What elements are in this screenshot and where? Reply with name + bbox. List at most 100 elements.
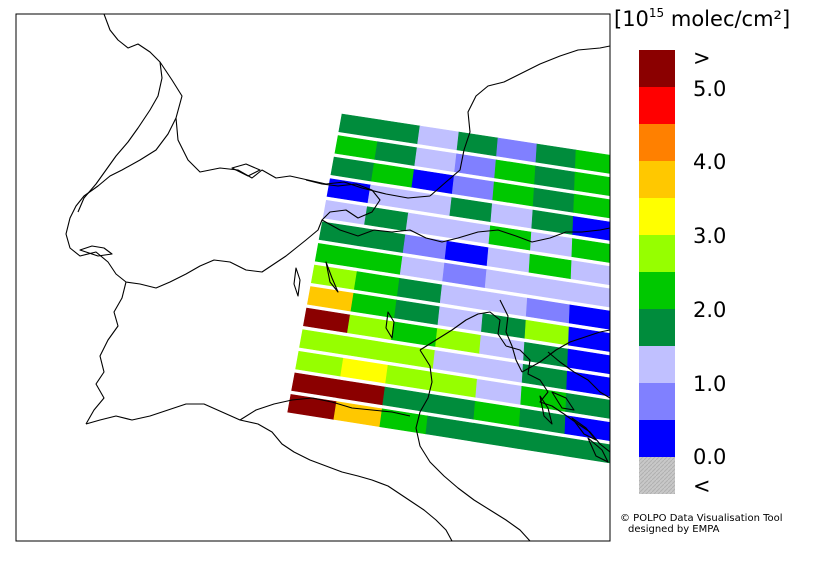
- swath-pixel: [417, 125, 460, 151]
- swath-pixel: [471, 422, 520, 449]
- lake-constance: [231, 163, 261, 177]
- swath-pixel: [451, 175, 495, 201]
- swath-pixel: [411, 169, 455, 194]
- colorbar-box: [639, 457, 675, 494]
- swath-pixel: [336, 379, 386, 406]
- credit-line-1: © POLPO Data Visualisation Tool: [620, 513, 783, 524]
- tick-label-2: 2.0: [693, 298, 727, 322]
- lake-como: [325, 261, 339, 293]
- swath-pixel: [377, 119, 421, 145]
- island-pag: [587, 437, 609, 463]
- lake-geneva: [79, 245, 113, 257]
- swath-pixel: [571, 238, 610, 263]
- border-emilia: [239, 397, 411, 421]
- swath-pixel: [574, 149, 610, 174]
- swath-pixel: [430, 371, 478, 398]
- island-rab: [571, 417, 597, 441]
- swath-pixel: [408, 190, 453, 216]
- swath-pixel: [394, 299, 441, 326]
- swath-pixel: [444, 240, 489, 267]
- swath-pixel: [333, 401, 383, 428]
- swath-pixel: [449, 197, 493, 223]
- swath-pixel: [517, 430, 566, 457]
- swath-pixel: [442, 262, 488, 288]
- swath-pixel: [437, 306, 484, 332]
- swath-pixel: [496, 137, 538, 163]
- swath-pixel: [310, 264, 358, 290]
- credit-line-2: designed by EMPA: [628, 524, 720, 535]
- colorbar-box: [639, 272, 675, 309]
- tick-label-below: <: [693, 474, 711, 498]
- border-germany-austria: [429, 45, 610, 197]
- swath-pixel: [374, 141, 418, 166]
- swath-pixel: [318, 221, 365, 247]
- colorbar-box: [639, 420, 675, 457]
- island-cres: [539, 395, 553, 425]
- swath-pixel: [303, 307, 351, 334]
- colorbar-box: [639, 346, 675, 383]
- tick-label-1: 1.0: [693, 372, 727, 396]
- swath-pixel: [494, 159, 536, 185]
- map-frame: [15, 13, 611, 542]
- swath-pixel: [405, 212, 450, 238]
- swath-pixel: [353, 271, 400, 297]
- swath-pixel: [291, 372, 341, 399]
- swath-pixel: [314, 243, 361, 269]
- credit-text: © POLPO Data Visualisation Tool designed…: [620, 513, 783, 535]
- swath-pixel: [396, 277, 443, 304]
- swath-pixel: [488, 225, 532, 251]
- swath-pixel: [371, 162, 415, 188]
- colorbar-box: [639, 235, 675, 272]
- swath-pixel: [570, 260, 610, 286]
- coast-adriatic-west: [415, 349, 531, 541]
- swath-pixel: [567, 348, 610, 375]
- swath-pixel: [334, 135, 378, 160]
- map-content: [65, 14, 610, 541]
- swath-pixel: [569, 282, 610, 308]
- swath-pixel: [414, 147, 457, 173]
- swath-pixel: [388, 343, 436, 369]
- border-rhine: [159, 61, 431, 199]
- swath-pixel: [566, 370, 610, 397]
- swath-pixel: [574, 171, 610, 197]
- swath-pixel: [527, 275, 572, 302]
- swath-pixel: [439, 284, 486, 310]
- swath-pixel: [564, 415, 610, 442]
- swath-pixel: [524, 319, 570, 346]
- swath-pixel: [568, 326, 610, 352]
- swath-pixel: [482, 291, 528, 317]
- tick-label-above: >: [693, 46, 711, 70]
- swath-pixel: [326, 178, 372, 204]
- border-italy-slovenia: [499, 299, 523, 373]
- swath-pixel: [402, 234, 448, 260]
- swath-pixel: [532, 187, 575, 213]
- swath-pixel: [572, 216, 610, 241]
- swath-pixel: [535, 143, 577, 169]
- swath-pixel: [520, 385, 567, 412]
- swath-pixel: [357, 249, 403, 275]
- swath-pixel: [364, 206, 409, 232]
- swath-pixel: [484, 269, 530, 295]
- swath-pixel: [379, 408, 429, 435]
- swath-pixel: [573, 193, 610, 219]
- swath-pixel: [307, 286, 355, 312]
- swath-pixel: [490, 203, 534, 229]
- border-austria-italy: [321, 219, 610, 243]
- colorbar-box: [639, 198, 675, 235]
- colorbar-box: [639, 383, 675, 420]
- swath-pixel: [473, 400, 521, 427]
- swath-pixel: [343, 336, 392, 362]
- tick-label-5: 5.0: [693, 77, 727, 101]
- swath-pixel: [295, 350, 344, 377]
- swath-pixel: [385, 364, 433, 391]
- border-france-germany: [77, 14, 163, 213]
- coast-dalmatia: [547, 351, 610, 399]
- lake-garda: [385, 311, 395, 339]
- swath-pixel: [518, 408, 566, 434]
- colorbar-box: [639, 50, 675, 87]
- swath-pixel: [432, 350, 480, 376]
- swath-pixel: [525, 297, 571, 324]
- swath-pixel: [528, 253, 573, 280]
- border-switzerland: [65, 117, 381, 289]
